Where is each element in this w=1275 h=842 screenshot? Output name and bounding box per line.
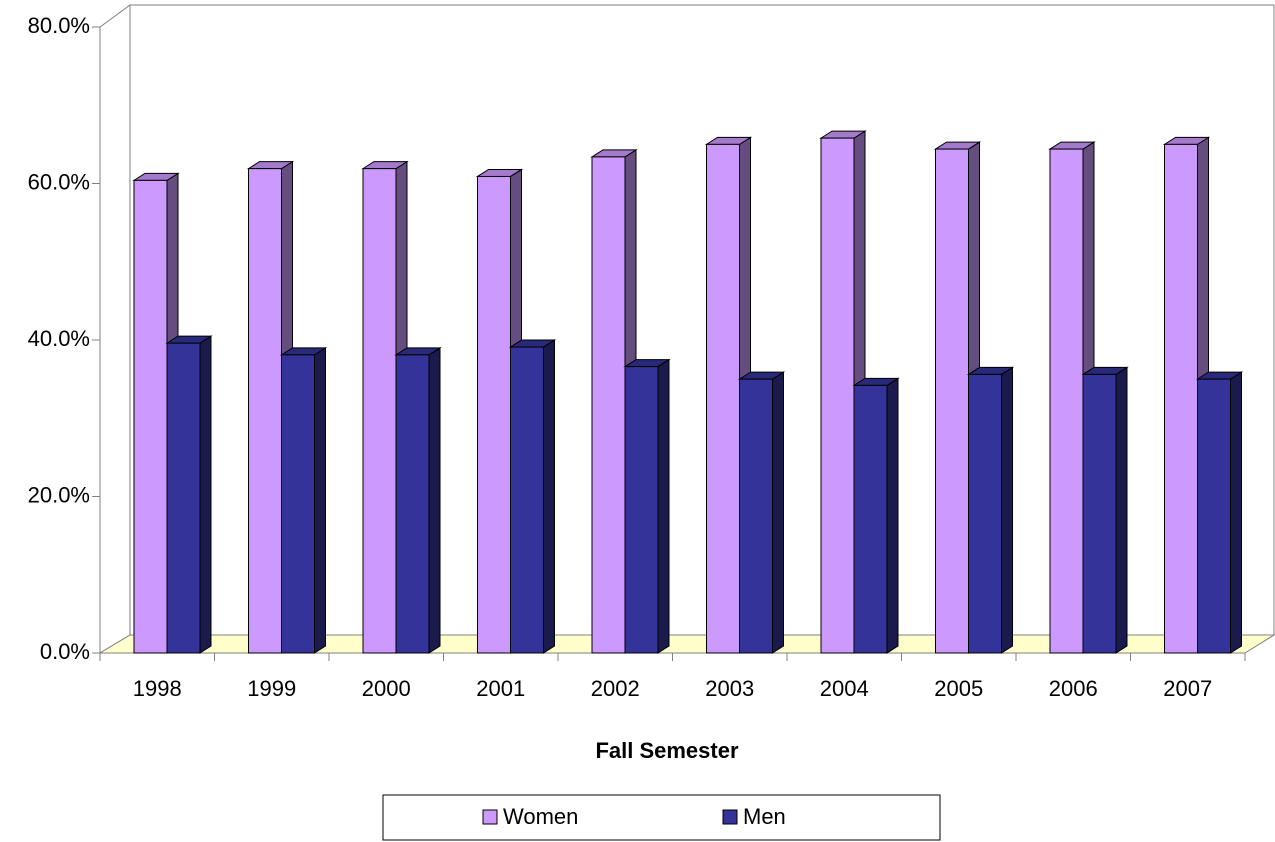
side-wall [99,4,131,654]
bar-side [1115,366,1128,654]
bar [395,354,430,654]
bar [624,366,659,654]
x-tick-label: 2005 [934,676,983,701]
bar-side [1001,366,1013,654]
bar [853,384,888,654]
y-tick-label: 60.0% [28,169,90,194]
legend-box [382,794,941,841]
x-axis-title: Fall Semester [595,738,739,763]
x-tick-label: 1998 [133,676,182,701]
y-tick-label: 0.0% [40,639,90,664]
bar [477,175,511,654]
x-tick-label: 2001 [476,676,525,701]
x-tick-label: 2007 [1163,676,1212,701]
bar [820,137,855,654]
bar-side [428,346,441,654]
bar [739,378,773,654]
legend-label: Women [503,804,578,829]
bar [133,179,168,654]
bar [1049,148,1084,654]
bar [1082,373,1117,654]
bar-side [543,339,555,654]
x-tick-label: 2003 [705,676,754,701]
bar [510,346,544,654]
y-tick-label: 20.0% [28,482,90,507]
x-tick-label: 1999 [247,676,296,701]
bar-side [657,358,670,654]
x-tick-label: 2004 [820,676,869,701]
bar [1164,143,1198,654]
bar-side [1230,371,1242,654]
bar [935,148,969,654]
y-tick-label: 40.0% [28,326,90,351]
bar [591,156,626,654]
legend-label: Men [743,804,786,829]
bar-side [772,371,784,654]
y-tick-label: 80.0% [28,13,90,38]
bar [706,143,740,654]
bar-side [314,346,326,654]
bar [968,373,1002,654]
x-tick-label: 2000 [362,676,411,701]
x-tick-label: 2002 [591,676,640,701]
bar [166,342,201,654]
bar [362,168,397,654]
x-tick-label: 2006 [1049,676,1098,701]
bar [281,354,315,654]
legend-swatch [722,809,738,825]
bar [248,168,282,654]
bar [1197,378,1231,654]
bar-side [199,335,212,654]
bar-side [886,377,899,654]
legend-swatch [482,809,498,825]
